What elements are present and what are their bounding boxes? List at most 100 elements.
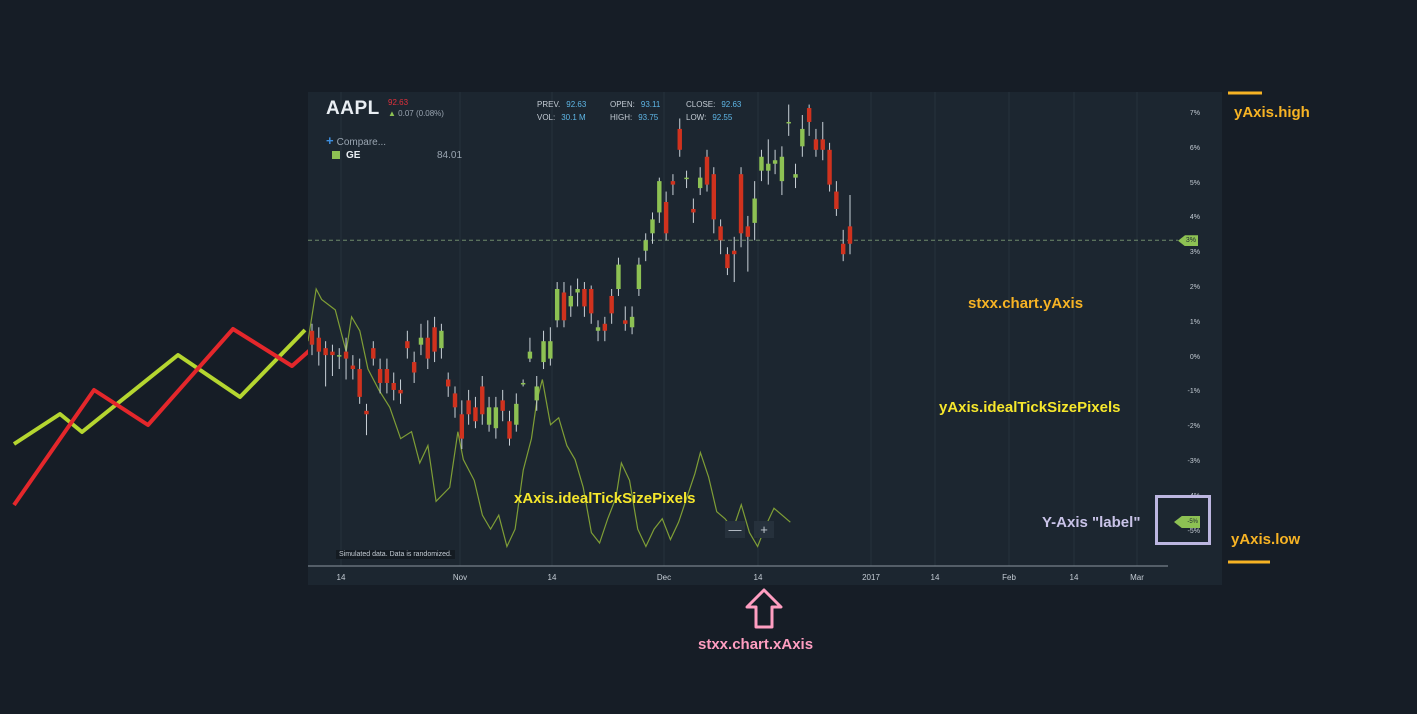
candle-body bbox=[629, 316, 635, 328]
compare-label: Compare... bbox=[336, 137, 387, 148]
candle-body bbox=[561, 292, 567, 321]
y-tick-label: 2% bbox=[1189, 284, 1200, 291]
y-tick-label: 3% bbox=[1189, 249, 1200, 257]
x-tick-label: 14 bbox=[336, 573, 346, 582]
candle-body bbox=[425, 337, 430, 359]
candle-body bbox=[800, 128, 805, 147]
y-tick-label: 4% bbox=[1189, 214, 1200, 222]
annotation-chart-xaxis: stxx.chart.xAxis bbox=[698, 636, 814, 653]
annotation-chart-yaxis: stxx.chart.yAxis bbox=[968, 295, 1084, 312]
candle-body bbox=[847, 226, 853, 244]
candle-body bbox=[500, 400, 505, 411]
chart-container[interactable]: AAPL 92.63 ▲ 0.07 (0.08%) PREV. 92.63 VOL… bbox=[308, 92, 1222, 585]
current-price-label: 3% bbox=[1178, 235, 1198, 247]
candle-body bbox=[772, 160, 778, 164]
candle-body bbox=[357, 369, 362, 397]
candle-body bbox=[534, 386, 539, 401]
y-tick-label: 5% bbox=[1189, 179, 1200, 187]
candle-body bbox=[732, 250, 737, 255]
candle-body bbox=[480, 386, 485, 415]
candle-body bbox=[616, 264, 621, 289]
candle-body bbox=[466, 400, 471, 415]
y-tick-label: -3% bbox=[1187, 458, 1200, 465]
candle-body bbox=[432, 327, 437, 352]
x-tick-label: 14 bbox=[1069, 573, 1079, 582]
candle-body bbox=[541, 341, 546, 363]
candle-body bbox=[520, 382, 526, 385]
decorative-red-line bbox=[12, 327, 312, 507]
quote-vol: VOL: 30.1 M bbox=[537, 113, 586, 122]
compare-button[interactable]: + Compare... bbox=[326, 133, 386, 148]
legend-series[interactable]: GE bbox=[332, 150, 360, 161]
symbol-title: AAPL bbox=[326, 98, 380, 119]
x-tick-label: 14 bbox=[753, 573, 763, 582]
candle-body bbox=[316, 337, 322, 352]
candle-body bbox=[548, 341, 553, 359]
candle-body bbox=[602, 323, 608, 331]
annotation-yaxis-high: yAxis.high bbox=[1234, 104, 1310, 121]
candle-body bbox=[384, 369, 390, 383]
x-tick-label: 14 bbox=[547, 573, 557, 582]
candle-body bbox=[827, 149, 832, 185]
quote-open: OPEN: 93.11 bbox=[610, 100, 661, 109]
candle-body bbox=[364, 410, 369, 415]
price-change: ▲ 0.07 (0.08%) bbox=[388, 109, 444, 118]
candle-body bbox=[684, 177, 689, 180]
annotation-yaxis-label: Y-Axis "label" bbox=[1042, 514, 1141, 531]
yaxis-label-highlight-box: -5% bbox=[1155, 495, 1211, 545]
candle-body bbox=[636, 264, 642, 289]
decorative-lime-line bbox=[12, 328, 307, 446]
disclaimer: Simulated data. Data is randomized. bbox=[336, 550, 455, 559]
candle-body bbox=[575, 289, 580, 293]
x-tick-label: 14 bbox=[930, 573, 940, 582]
candle-body bbox=[670, 181, 676, 185]
candle-body bbox=[459, 414, 465, 439]
chart-plot[interactable] bbox=[308, 92, 1222, 585]
y-tick-label: -1% bbox=[1187, 388, 1200, 396]
candle-body bbox=[745, 226, 751, 237]
candle-body bbox=[391, 382, 396, 390]
candle-body bbox=[446, 379, 451, 387]
y-tick-label: 7% bbox=[1189, 110, 1200, 117]
candle-body bbox=[834, 191, 839, 209]
candle-body bbox=[718, 226, 723, 241]
candle-body bbox=[643, 240, 648, 251]
candle-body bbox=[486, 407, 492, 425]
candle-body bbox=[840, 243, 846, 255]
candle-body bbox=[820, 139, 825, 150]
zoom-in-button[interactable]: + bbox=[754, 521, 774, 538]
candle-body bbox=[589, 289, 594, 314]
candle-body bbox=[323, 348, 328, 356]
candle-body bbox=[786, 121, 791, 124]
y-tick-label: 1% bbox=[1189, 318, 1200, 326]
y-tick-label: -5% bbox=[1187, 527, 1200, 535]
candle-body bbox=[371, 348, 376, 359]
candle-body bbox=[473, 407, 478, 422]
candle-body bbox=[411, 362, 417, 373]
candle-body bbox=[568, 295, 573, 307]
candle-body bbox=[405, 341, 410, 349]
up-arrow-icon bbox=[745, 588, 783, 629]
candle-body bbox=[439, 330, 444, 349]
zoom-out-button[interactable]: — bbox=[725, 521, 745, 538]
candle-body bbox=[704, 156, 710, 185]
y-tick-label: -2% bbox=[1187, 423, 1200, 431]
quote-high: HIGH: 93.75 bbox=[610, 113, 659, 122]
candle-body bbox=[343, 351, 349, 359]
candle-body bbox=[711, 174, 716, 220]
candle-body bbox=[350, 365, 356, 370]
candle-body bbox=[623, 320, 628, 324]
candle-body bbox=[337, 355, 342, 357]
candle-body bbox=[527, 351, 533, 359]
candle-body bbox=[725, 254, 730, 269]
candle-body bbox=[554, 289, 560, 321]
up-triangle-icon: ▲ bbox=[388, 109, 396, 118]
candle-body bbox=[657, 181, 662, 213]
candle-body bbox=[309, 330, 315, 345]
legend-swatch bbox=[332, 151, 340, 159]
annotation-ideal-tick-x: xAxis.idealTickSizePixels bbox=[514, 490, 696, 507]
candle-body bbox=[813, 139, 819, 150]
legend-series-name: GE bbox=[346, 150, 361, 161]
candle-body bbox=[650, 219, 655, 234]
compare-series-line bbox=[308, 287, 791, 549]
